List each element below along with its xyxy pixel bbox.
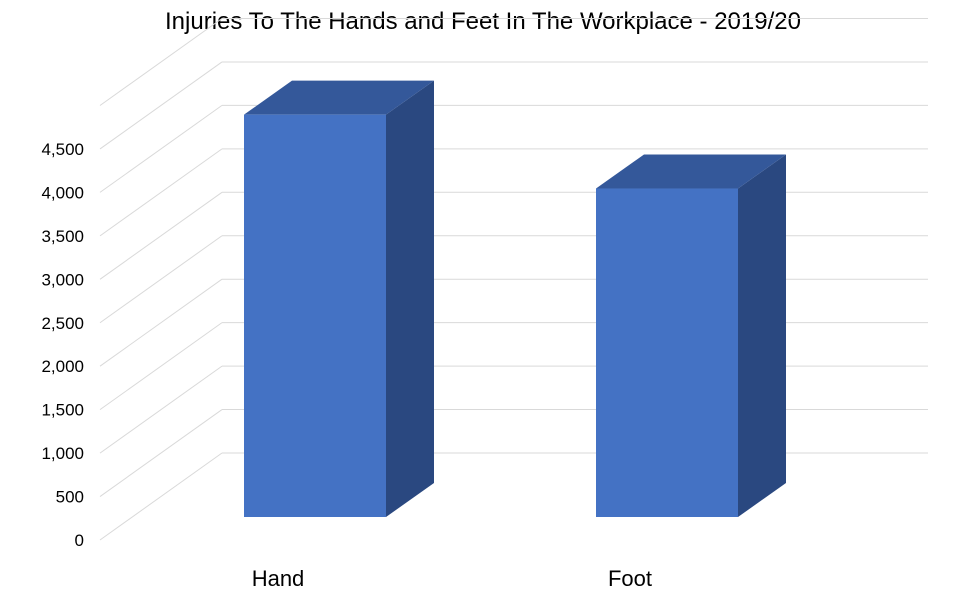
bar-side: [386, 80, 434, 517]
bar-side: [738, 154, 786, 517]
y-tick-label: 1,000: [41, 444, 84, 463]
gridline: [99, 278, 223, 367]
bar-front: [596, 188, 738, 517]
gridline: [99, 365, 223, 454]
y-tick-label: 1,500: [41, 401, 84, 420]
gridline: [99, 104, 223, 193]
bar-front: [244, 114, 386, 517]
gridline: [99, 191, 223, 280]
gridline: [99, 235, 223, 324]
gridline: [99, 18, 223, 106]
x-tick-label: Hand: [252, 566, 305, 591]
y-tick-label: 500: [56, 488, 84, 507]
y-tick-label: 3,000: [41, 270, 84, 289]
bar-hand: [244, 80, 434, 517]
x-tick-label: Foot: [608, 566, 652, 591]
y-tick-label: 0: [75, 531, 84, 550]
y-axis: 0 500 1,000 1,500 2,000 2,500 3,000 3,500 4,000 4…: [41, 140, 84, 550]
gridline: [99, 409, 223, 497]
y-tick-label: 4,000: [41, 183, 84, 202]
gridlines: [99, 18, 928, 541]
y-tick-label: 2,000: [41, 357, 84, 376]
gridline: [99, 61, 223, 150]
gridline: [99, 322, 223, 411]
gridline: [99, 452, 223, 541]
bar-top: [596, 154, 786, 189]
gridline: [99, 148, 223, 237]
y-tick-label: 4,500: [41, 140, 84, 159]
y-tick-label: 3,500: [41, 227, 84, 246]
y-tick-label: 2,500: [41, 314, 84, 333]
x-axis: Hand Foot: [252, 566, 652, 591]
bar-foot: [596, 154, 786, 517]
chart-title: Injuries To The Hands and Feet In The Wo…: [165, 8, 801, 35]
bars: [244, 80, 786, 517]
bar-top: [244, 80, 434, 115]
